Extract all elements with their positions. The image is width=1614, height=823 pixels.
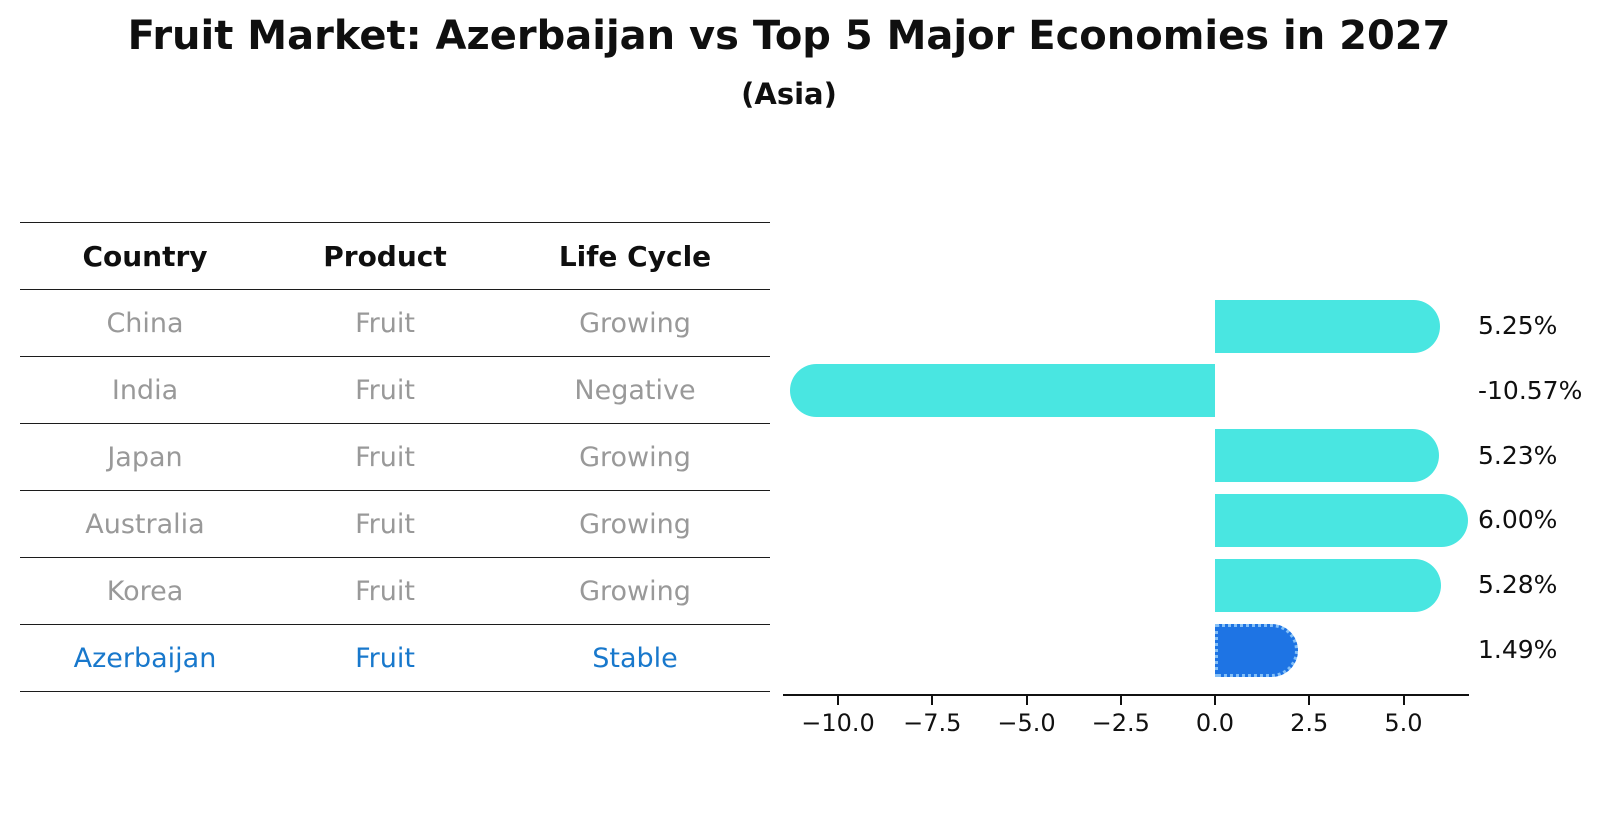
bar (789, 364, 1215, 418)
header-cell-product: Product (323, 239, 447, 273)
chart-title: Fruit Market: Azerbaijan vs Top 5 Major … (127, 13, 1451, 59)
x-tick-label: −2.5 (1091, 709, 1150, 737)
table-row: Australia Fruit Growing (20, 491, 770, 558)
table-row: China Fruit Growing (20, 290, 770, 357)
cell-life-cycle: Negative (574, 374, 696, 406)
cell-life-cycle: Stable (592, 642, 678, 674)
table-row: Azerbaijan Fruit Stable (20, 625, 770, 692)
x-tick-label: 0.0 (1195, 709, 1235, 737)
x-tick (837, 696, 839, 705)
x-tick (1025, 696, 1028, 705)
bar (1215, 558, 1442, 612)
chart-subtitle: (Asia) (741, 77, 837, 111)
bar-highlight (1215, 623, 1299, 677)
value-label: 5.23% (1478, 440, 1558, 470)
value-label: -10.57% (1478, 375, 1583, 405)
table-header-row: Country Product Life Cycle (20, 223, 770, 290)
value-label: 6.00% (1478, 505, 1558, 535)
table-body: China Fruit Growing India Fruit Negative… (20, 290, 770, 692)
value-label: 1.49% (1478, 635, 1558, 664)
x-tick-label: −5.0 (997, 709, 1056, 737)
cell-product: Fruit (355, 441, 415, 473)
cell-product: Fruit (355, 374, 415, 406)
x-tick-label: −10.0 (801, 709, 875, 737)
bar (1215, 429, 1440, 483)
table-row: India Fruit Negative (20, 357, 770, 424)
cell-country: Japan (107, 441, 183, 473)
value-label: 5.28% (1478, 570, 1558, 600)
cell-country: Korea (106, 575, 184, 607)
header-cell-country: Country (82, 239, 208, 273)
cell-country: India (111, 374, 179, 406)
x-tick (1308, 696, 1311, 705)
table-row: Korea Fruit Growing (20, 558, 770, 625)
cell-life-cycle: Growing (579, 307, 691, 339)
cell-country: China (106, 307, 184, 339)
cell-life-cycle: Growing (579, 508, 691, 540)
x-tick (1402, 696, 1405, 705)
cell-product: Fruit (355, 642, 415, 674)
cell-country: Azerbaijan (73, 642, 217, 674)
header-cell-life-cycle: Life Cycle (558, 239, 712, 273)
cell-product: Fruit (355, 575, 415, 607)
table-row: Japan Fruit Growing (20, 424, 770, 491)
cell-product: Fruit (355, 307, 415, 339)
cell-country: Australia (85, 508, 205, 540)
x-tick (1214, 696, 1216, 705)
x-tick (1119, 696, 1122, 705)
bar (1215, 299, 1440, 353)
data-table: Country Product Life Cycle China Fruit G… (20, 222, 770, 692)
x-tick (931, 696, 934, 705)
x-tick-label: −7.5 (903, 709, 962, 737)
x-axis-line (783, 694, 1469, 696)
bar (1215, 493, 1469, 547)
cell-product: Fruit (355, 508, 415, 540)
x-tick-label: 5.0 (1384, 709, 1423, 737)
cell-life-cycle: Growing (579, 441, 691, 473)
cell-life-cycle: Growing (579, 575, 691, 607)
value-label: 5.25% (1478, 311, 1558, 340)
x-tick-label: 2.5 (1290, 709, 1329, 737)
